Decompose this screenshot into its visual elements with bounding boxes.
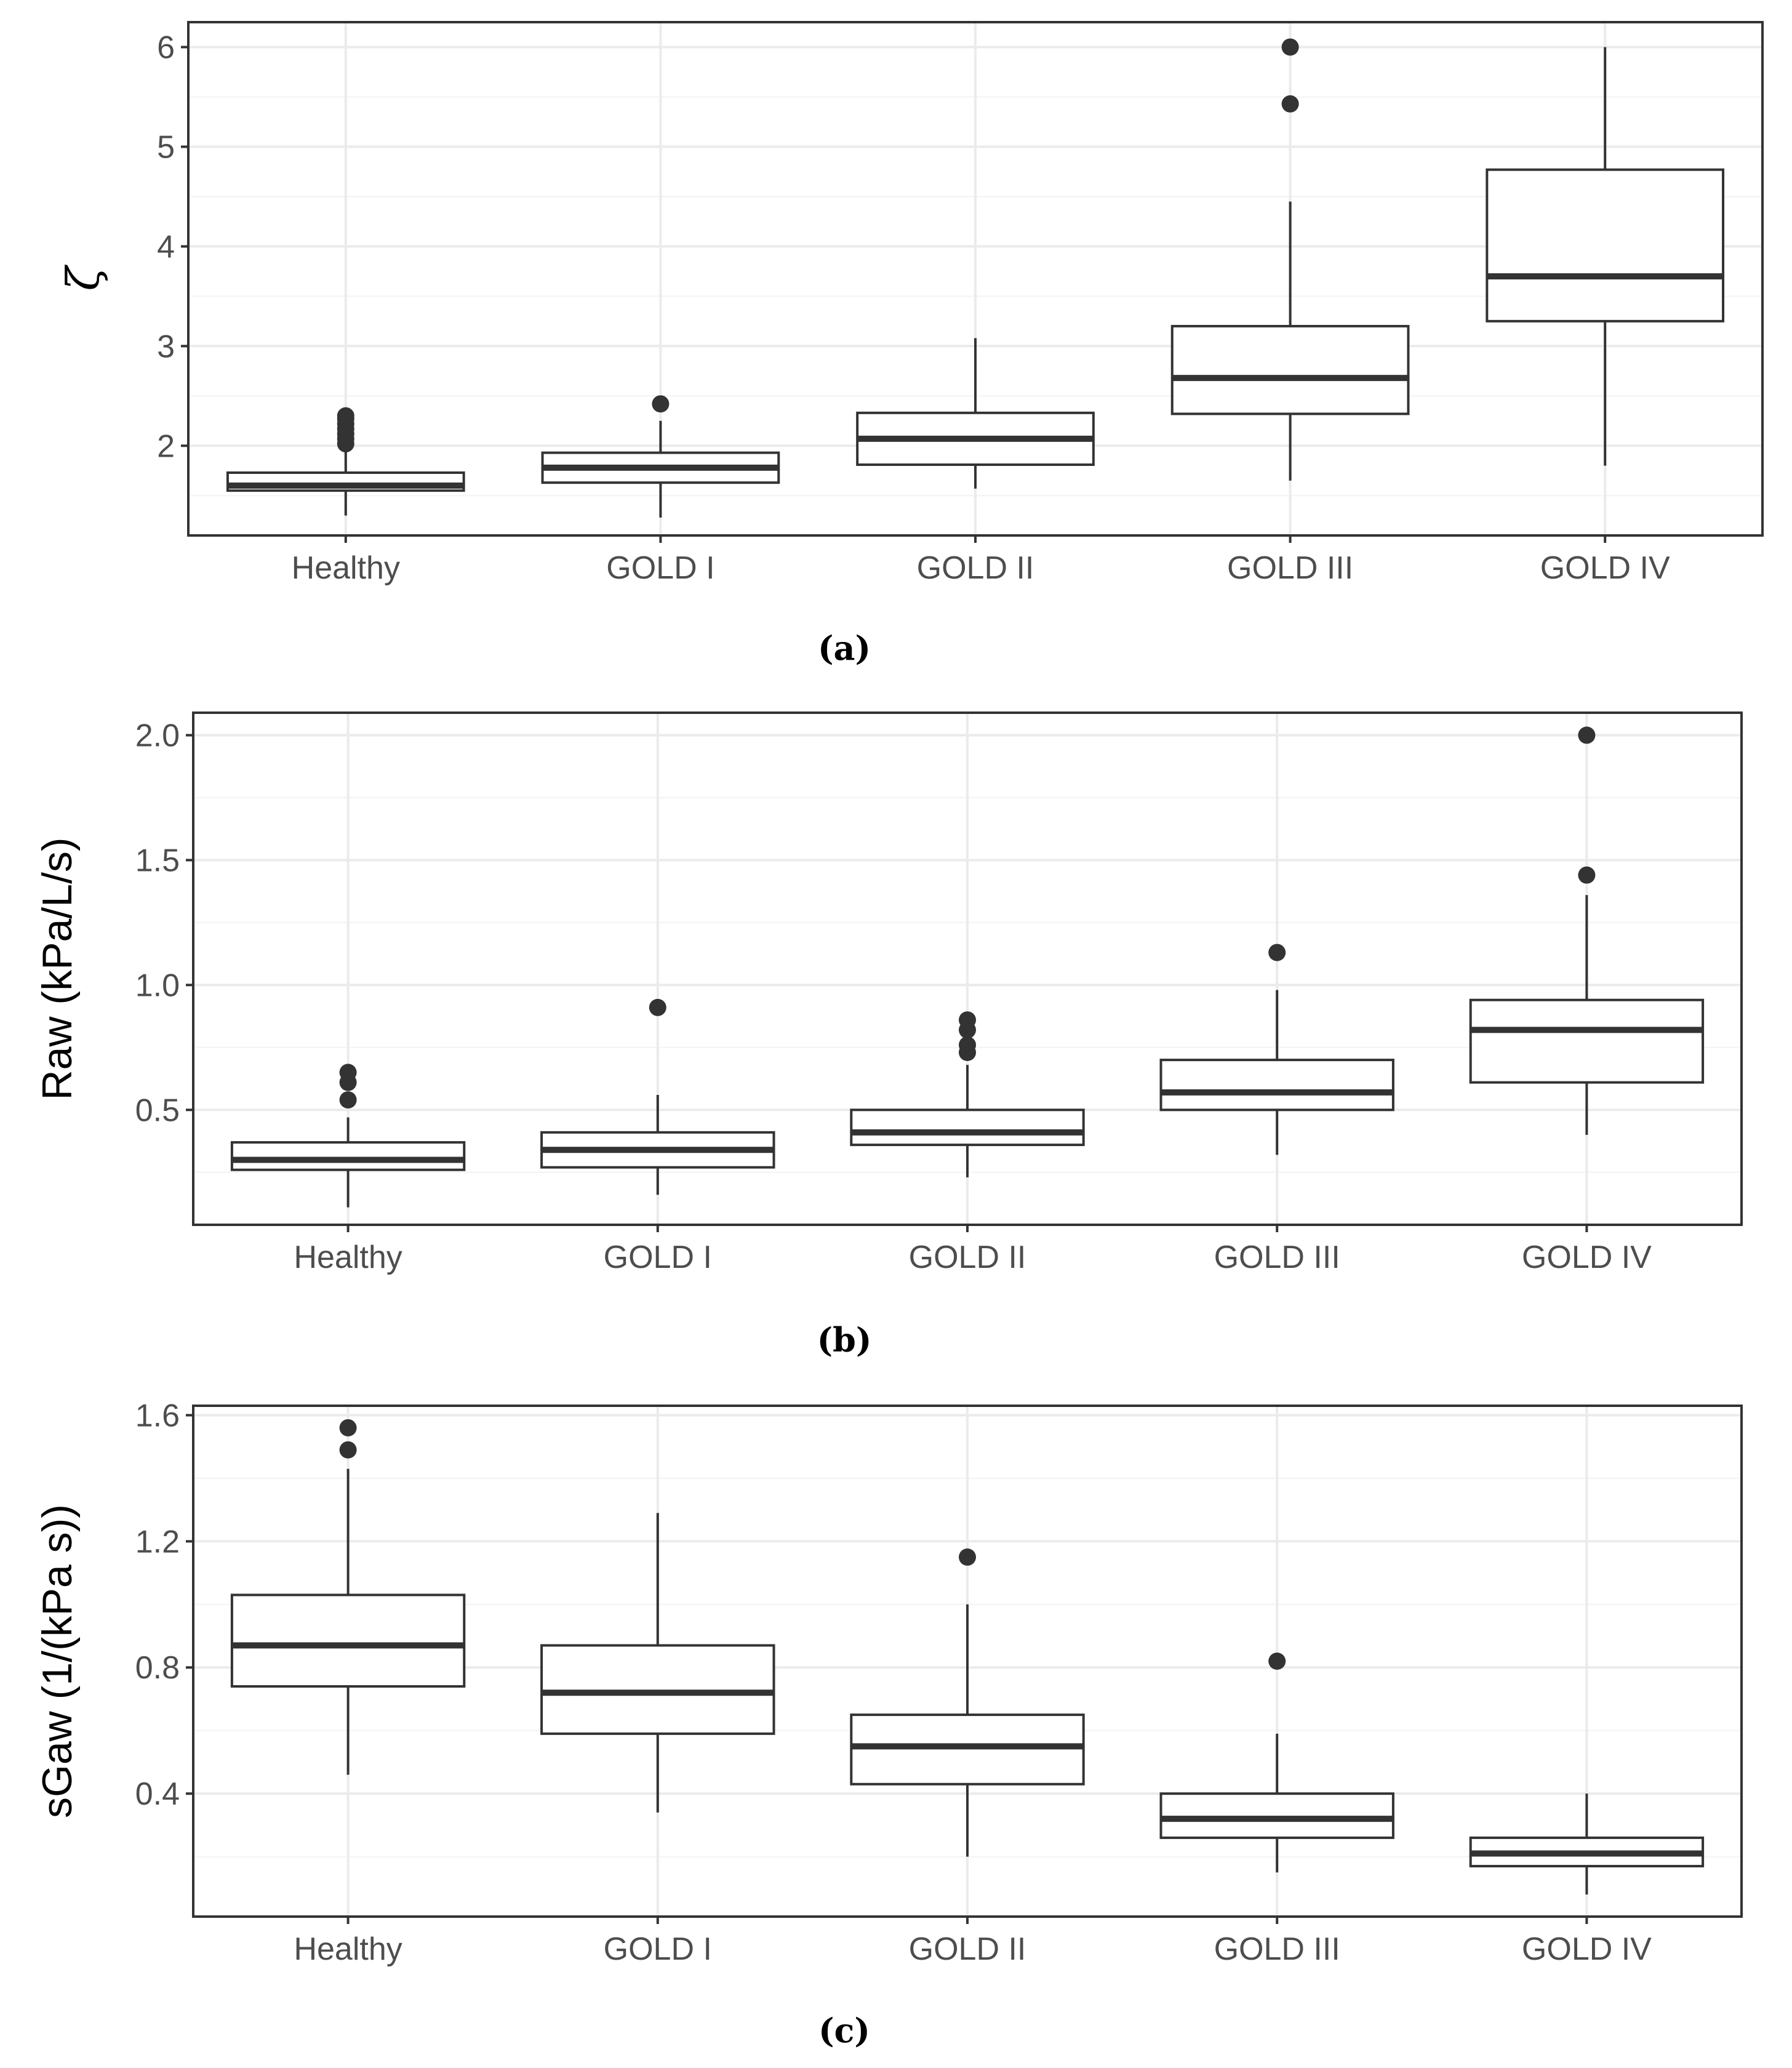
- outlier-point: [1578, 866, 1596, 884]
- box-gold-ii: [850, 1548, 1085, 1857]
- box-gold-i: [540, 998, 775, 1195]
- y-tick-label: 1.5: [135, 843, 180, 878]
- x-tick-label: GOLD I: [606, 550, 714, 586]
- iqr-box: [1486, 168, 1725, 323]
- iqr-box: [1469, 998, 1705, 1084]
- outlier-point: [339, 1419, 357, 1437]
- y-tick-label: 6: [157, 30, 175, 65]
- outlier-point: [1268, 1653, 1286, 1670]
- panel-caption: (c): [818, 2011, 870, 2050]
- outlier-point: [649, 998, 666, 1016]
- outlier-point: [1281, 38, 1299, 56]
- panel-caption: (b): [817, 1320, 872, 1360]
- x-tick-label: GOLD II: [909, 1240, 1026, 1275]
- box-gold-iii: [1170, 38, 1410, 481]
- y-tick-label: 2.0: [135, 718, 180, 754]
- x-tick-label: GOLD III: [1227, 550, 1353, 586]
- outlier-point: [339, 1091, 357, 1109]
- box-gold-ii: [850, 1011, 1085, 1177]
- y-tick-label: 0.8: [135, 1650, 180, 1686]
- iqr-box: [230, 1593, 466, 1688]
- iqr-box: [230, 1141, 466, 1171]
- box-gold-i: [540, 1513, 775, 1813]
- x-tick-label: GOLD IV: [1522, 1240, 1652, 1275]
- panel-2: 0.5 1.0 1.5 2.0 Healthy GOLD I GOLD II GOLD III…: [34, 711, 1743, 1360]
- y-axis-title: ζ: [57, 265, 109, 291]
- box-gold-iii: [1159, 944, 1394, 1155]
- iqr-box: [850, 1713, 1085, 1785]
- panel-caption: (a): [818, 628, 871, 668]
- outlier-point: [339, 1064, 357, 1081]
- x-tick-label: Healthy: [294, 1931, 402, 1967]
- box-healthy: [230, 1064, 466, 1208]
- box-gold-i: [541, 395, 780, 518]
- outlier-point: [959, 1036, 976, 1054]
- x-tick-label: GOLD III: [1214, 1931, 1340, 1967]
- outlier-point: [959, 1548, 976, 1566]
- x-tick-label: Healthy: [294, 1240, 402, 1275]
- y-axis-title: sGaw (1/(kPa s)): [34, 1504, 81, 1818]
- iqr-box: [850, 1108, 1085, 1147]
- x-tick-label: GOLD I: [604, 1240, 712, 1275]
- box-gold-iii: [1159, 1653, 1394, 1873]
- x-tick-label: Healthy: [292, 550, 400, 586]
- x-tick-label: GOLD III: [1214, 1240, 1340, 1275]
- panel-3: 0.4 0.8 1.2 1.6 Healthy GOLD I GOLD II GOLD III…: [34, 1398, 1743, 2050]
- x-tick-label: GOLD IV: [1540, 550, 1670, 586]
- x-tick-label: GOLD II: [909, 1931, 1026, 1967]
- box-healthy: [226, 407, 465, 516]
- outlier-point: [652, 395, 670, 413]
- box-gold-iv: [1469, 1793, 1705, 1895]
- iqr-box: [1159, 1792, 1394, 1839]
- box-gold-iv: [1486, 47, 1725, 466]
- iqr-box: [1170, 324, 1410, 415]
- outlier-point: [1578, 726, 1596, 744]
- outlier-point: [337, 407, 354, 425]
- y-tick-label: 2: [157, 428, 175, 464]
- outlier-point: [1281, 95, 1299, 113]
- y-tick-label: 0.5: [135, 1092, 180, 1128]
- y-tick-label: 4: [157, 229, 175, 265]
- box-gold-ii: [856, 338, 1095, 489]
- outlier-point: [959, 1011, 976, 1029]
- outlier-point: [1268, 944, 1286, 961]
- x-tick-label: GOLD I: [604, 1931, 712, 1967]
- outlier-point: [339, 1441, 357, 1459]
- x-tick-label: GOLD IV: [1522, 1931, 1652, 1967]
- iqr-box: [540, 1644, 775, 1735]
- y-tick-label: 1.0: [135, 968, 180, 1003]
- y-tick-label: 1.2: [135, 1524, 180, 1560]
- y-tick-label: 3: [157, 329, 175, 364]
- box-healthy: [230, 1419, 466, 1775]
- box-gold-iv: [1469, 726, 1705, 1135]
- y-tick-label: 5: [157, 129, 175, 165]
- x-tick-label: GOLD II: [917, 550, 1034, 586]
- iqr-box: [1159, 1059, 1394, 1112]
- y-tick-label: 0.4: [135, 1776, 180, 1812]
- y-axis-title: Raw (kPa/L/s): [34, 838, 81, 1100]
- panel-1: 2 3 4 5 6 Healthy GOLD I GOLD II GOLD III GOLD IV…: [57, 21, 1764, 668]
- y-tick-label: 1.6: [135, 1398, 180, 1433]
